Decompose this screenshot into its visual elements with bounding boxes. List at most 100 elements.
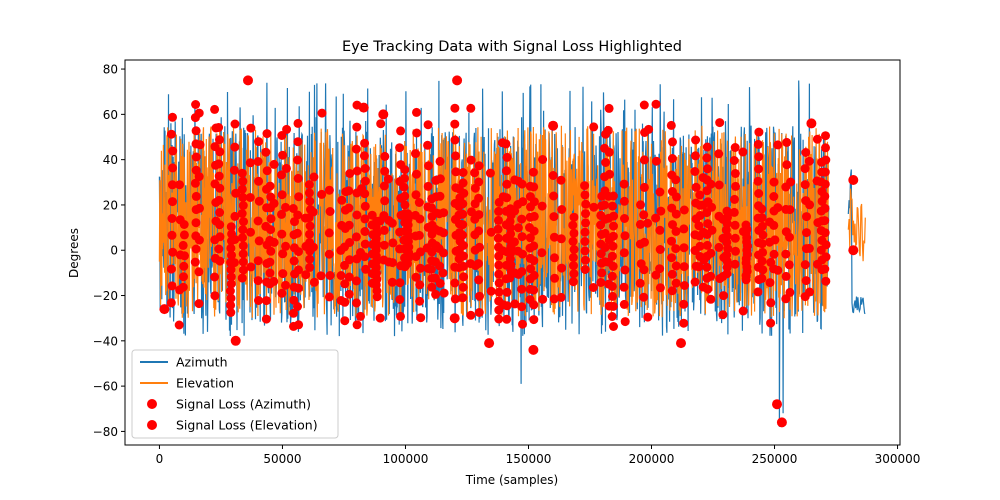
signal-loss-marker: [253, 216, 263, 226]
signal-loss-marker: [376, 119, 386, 129]
signal-loss-marker: [226, 272, 236, 282]
signal-loss-marker: [738, 147, 748, 157]
signal-loss-marker: [690, 277, 700, 287]
signal-loss-marker: [400, 165, 410, 175]
signal-loss-marker: [254, 137, 263, 147]
signal-loss-marker: [510, 237, 519, 247]
signal-loss-marker: [667, 253, 677, 263]
signal-loss-marker: [494, 314, 504, 324]
signal-loss-marker: [281, 202, 290, 212]
signal-loss-marker: [190, 257, 200, 267]
signal-loss-marker: [801, 148, 811, 157]
signal-loss-marker: [458, 168, 468, 177]
signal-loss-marker: [344, 186, 354, 196]
signal-loss-marker: [802, 212, 811, 222]
signal-loss-marker: [529, 197, 539, 207]
signal-loss-marker: [604, 147, 614, 157]
signal-loss-marker: [679, 205, 689, 215]
signal-loss-marker: [265, 257, 275, 267]
signal-loss-marker: [537, 248, 547, 258]
signal-loss-marker: [238, 176, 248, 186]
signal-loss-marker: [730, 220, 740, 230]
signal-loss-marker: [305, 262, 315, 272]
signal-loss-marker: [226, 293, 236, 303]
signal-loss-marker: [191, 244, 201, 254]
signal-loss-marker: [773, 265, 783, 275]
signal-loss-marker: [352, 276, 361, 286]
signal-loss-marker: [229, 258, 239, 268]
legend-frame: [131, 349, 339, 439]
signal-loss-marker: [769, 177, 779, 187]
signal-loss-marker: [351, 144, 361, 154]
signal-loss-marker: [694, 262, 704, 272]
signal-loss-marker: [691, 151, 700, 161]
signal-loss-marker: [459, 188, 469, 198]
signal-loss-marker: [254, 236, 264, 246]
signal-loss-marker: [466, 310, 476, 320]
signal-loss-marker: [597, 268, 607, 278]
signal-loss-marker: [412, 169, 421, 179]
y-tick-label: −20: [93, 289, 118, 303]
signal-loss-marker: [415, 280, 425, 290]
signal-loss-marker: [703, 219, 713, 229]
signal-loss-marker: [607, 312, 617, 321]
signal-loss-marker: [557, 205, 567, 214]
signal-loss-marker: [458, 209, 468, 219]
signal-loss-marker: [782, 137, 792, 147]
signal-loss-marker: [400, 200, 410, 210]
signal-loss-marker: [636, 200, 645, 210]
signal-loss-marker: [289, 256, 299, 266]
signal-loss-marker: [510, 299, 520, 309]
signal-loss-marker: [226, 279, 236, 289]
signal-loss-marker: [707, 202, 717, 212]
signal-loss-marker: [167, 281, 177, 291]
signal-loss-marker: [214, 244, 224, 254]
signal-loss-marker: [294, 247, 303, 257]
signal-loss-marker: [380, 196, 390, 206]
signal-loss-marker: [785, 287, 795, 297]
signal-loss-marker: [784, 260, 794, 270]
signal-loss-marker: [782, 160, 792, 170]
signal-loss-marker: [195, 140, 205, 150]
signal-loss-marker: [619, 248, 629, 258]
signal-loss-marker: [179, 272, 188, 282]
signal-loss-marker: [166, 264, 176, 274]
signal-loss-marker: [395, 143, 405, 153]
signal-loss-marker: [609, 322, 618, 331]
y-tick-label: 20: [103, 198, 118, 212]
signal-loss-marker: [600, 228, 610, 238]
signal-loss-marker: [159, 304, 170, 315]
signal-loss-marker: [805, 287, 815, 297]
signal-loss-marker: [635, 219, 645, 229]
signal-loss-marker: [317, 189, 327, 199]
signal-loss-marker: [730, 194, 739, 204]
signal-loss-marker: [450, 278, 460, 288]
signal-loss-marker: [191, 100, 201, 109]
signal-loss-marker: [549, 232, 559, 242]
signal-loss-marker: [714, 180, 724, 190]
signal-loss-marker: [226, 265, 236, 275]
signal-loss-marker: [707, 225, 717, 235]
signal-loss-marker: [821, 131, 830, 141]
signal-loss-marker: [450, 119, 460, 129]
signal-loss-marker: [714, 242, 724, 252]
signal-loss-marker: [277, 229, 287, 239]
signal-loss-marker: [667, 286, 677, 296]
signal-loss-marker: [820, 216, 830, 226]
signal-loss-marker: [722, 263, 732, 272]
signal-loss-marker: [282, 124, 292, 134]
signal-loss-marker: [600, 243, 610, 252]
signal-loss-marker: [336, 271, 346, 280]
signal-loss-marker: [690, 167, 700, 176]
signal-loss-marker: [352, 320, 362, 330]
signal-loss-marker: [635, 278, 645, 288]
signal-loss-marker: [494, 206, 504, 216]
signal-loss-marker: [262, 129, 272, 139]
signal-loss-marker: [474, 226, 484, 236]
legend-loss-azimuth-label: Signal Loss (Azimuth): [176, 397, 311, 412]
signal-loss-marker: [293, 302, 302, 311]
signal-loss-marker: [245, 193, 255, 202]
signal-loss-marker: [439, 248, 448, 258]
signal-loss-marker: [580, 181, 590, 191]
signal-loss-marker: [619, 299, 629, 309]
